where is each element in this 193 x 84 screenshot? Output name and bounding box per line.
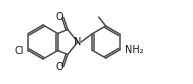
Text: N: N: [74, 37, 81, 47]
Text: O: O: [56, 12, 63, 22]
Text: Cl: Cl: [14, 46, 24, 56]
Text: NH₂: NH₂: [124, 45, 143, 55]
Text: O: O: [56, 62, 63, 72]
